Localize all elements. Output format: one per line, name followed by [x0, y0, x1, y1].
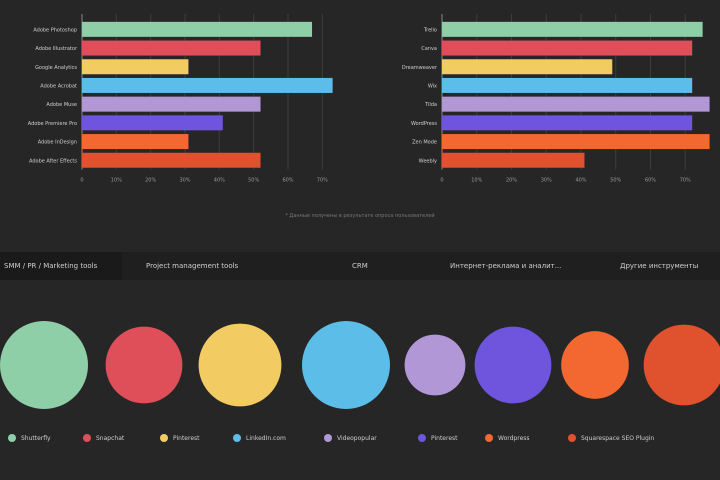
bubble[interactable]: [302, 321, 390, 409]
bubble-legend: Shutterfly Snapchat Pinterest LinkedIn.com V…: [0, 428, 720, 448]
legend-item[interactable]: Pinterest: [418, 428, 458, 448]
category-label: Adobe InDesign: [38, 140, 77, 146]
legend-swatch: [485, 434, 493, 442]
category-label: Adobe Acrobat: [40, 83, 77, 89]
category-label: Tilda: [424, 102, 437, 108]
category-label: Canva: [421, 46, 437, 52]
legend-swatch: [418, 434, 426, 442]
x-tick-label: 10%: [111, 178, 122, 184]
legend-swatch: [8, 434, 16, 442]
bar[interactable]: [442, 21, 703, 37]
x-tick-label: 0: [80, 178, 83, 184]
category-label: WordPress: [411, 121, 437, 127]
legend-label: Snapchat: [96, 434, 125, 442]
legend-label: Pinterest: [431, 434, 458, 442]
category-label: Adobe Illustrator: [35, 46, 78, 52]
x-tick-label: 10%: [471, 178, 482, 184]
legend-item[interactable]: Pinterest: [160, 428, 200, 448]
bar[interactable]: [442, 152, 585, 168]
x-tick-label: 20%: [506, 178, 517, 184]
legend-swatch: [568, 434, 576, 442]
category-label: Adobe Muse: [46, 102, 77, 108]
legend-swatch: [233, 434, 241, 442]
x-tick-label: 70%: [317, 178, 328, 184]
bar[interactable]: [82, 59, 189, 75]
x-tick-label: 30%: [541, 178, 552, 184]
bubble[interactable]: [474, 326, 552, 404]
x-tick-label: 50%: [610, 178, 621, 184]
x-tick-label: 60%: [282, 178, 293, 184]
tab-project-management[interactable]: Project management tools: [146, 262, 239, 270]
legend-label: Wordpress: [498, 434, 530, 442]
bar[interactable]: [442, 115, 693, 131]
bar[interactable]: [442, 40, 693, 56]
bubble[interactable]: [643, 324, 720, 406]
bar[interactable]: [442, 59, 613, 75]
bar[interactable]: [442, 77, 693, 93]
bar[interactable]: [82, 115, 223, 131]
legend-label: LinkedIn.com: [246, 434, 286, 442]
legend-label: Shutterfly: [21, 434, 51, 442]
legend-item[interactable]: Videopopular: [324, 428, 377, 448]
category-label: Adobe Premiere Pro: [28, 121, 77, 127]
legend-label: Videopopular: [337, 434, 377, 442]
legend-item[interactable]: LinkedIn.com: [233, 428, 286, 448]
bar[interactable]: [82, 21, 313, 37]
category-label: Adobe After Effects: [29, 158, 77, 164]
tab-internet-advertising[interactable]: Интернет-реклама и аналит...: [450, 262, 562, 270]
bar[interactable]: [82, 77, 333, 93]
x-tick-label: 30%: [179, 178, 190, 184]
x-tick-label: 40%: [575, 178, 586, 184]
legend-item[interactable]: Squarespace SEO Plugin: [568, 428, 654, 448]
bubble-chart: [0, 321, 720, 409]
bar[interactable]: [82, 134, 189, 150]
tab-other-tools[interactable]: Другие инструменты: [620, 262, 699, 270]
x-tick-label: 50%: [248, 178, 259, 184]
bar[interactable]: [442, 96, 710, 112]
category-label: Wix: [428, 83, 437, 89]
legend-item[interactable]: Wordpress: [485, 428, 530, 448]
x-tick-label: 40%: [214, 178, 225, 184]
survey-footnote: * Данные получены в результате опроса по…: [285, 213, 435, 219]
category-label: Google Analytics: [35, 65, 77, 71]
legend-label: Pinterest: [173, 434, 200, 442]
bubble[interactable]: [105, 326, 183, 404]
bar[interactable]: [82, 152, 261, 168]
x-tick-label: 60%: [645, 178, 656, 184]
bar[interactable]: [82, 96, 261, 112]
x-tick-label: 0: [440, 178, 443, 184]
bar-chart-tools-right: 0 10% 20% 30% 40% 50% 60% 70% Trello Canva Dreamwe…: [402, 14, 710, 184]
legend-item[interactable]: Snapchat: [83, 428, 124, 448]
x-tick-label: 70%: [680, 178, 691, 184]
legend-item[interactable]: Shutterfly: [8, 428, 51, 448]
bar[interactable]: [442, 134, 710, 150]
tab-smm-marketing[interactable]: SMM / PR / Marketing tools: [0, 252, 122, 280]
category-label: Adobe Photoshop: [33, 27, 77, 33]
bubble[interactable]: [198, 323, 282, 407]
legend-swatch: [324, 434, 332, 442]
bubble[interactable]: [561, 331, 629, 399]
bubble[interactable]: [0, 321, 88, 409]
category-label: Zen Mode: [412, 140, 437, 146]
bar-chart-tools-left: 0 10% 20% 30% 40% 50% 60% 70% Adobe Photoshop Ado…: [28, 14, 333, 184]
category-label: Dreamweaver: [402, 65, 438, 71]
category-label: Weebly: [419, 158, 437, 164]
legend-label: Squarespace SEO Plugin: [581, 434, 655, 442]
tool-category-tabs: SMM / PR / Marketing tools Project manag…: [0, 252, 720, 280]
legend-swatch: [160, 434, 168, 442]
bar[interactable]: [82, 40, 261, 56]
category-label: Trello: [423, 27, 437, 33]
tab-crm[interactable]: CRM: [352, 262, 368, 270]
x-tick-label: 20%: [145, 178, 156, 184]
bubble[interactable]: [404, 334, 466, 396]
legend-swatch: [83, 434, 91, 442]
